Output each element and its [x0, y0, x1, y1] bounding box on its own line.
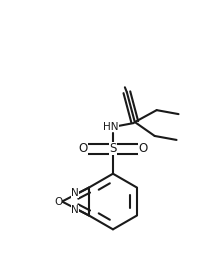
Text: N: N — [71, 205, 79, 215]
Text: S: S — [109, 142, 117, 155]
Text: N: N — [71, 188, 79, 198]
Text: O: O — [138, 142, 147, 155]
Text: O: O — [78, 142, 88, 155]
Text: O: O — [54, 197, 62, 206]
Text: HN: HN — [103, 122, 119, 132]
